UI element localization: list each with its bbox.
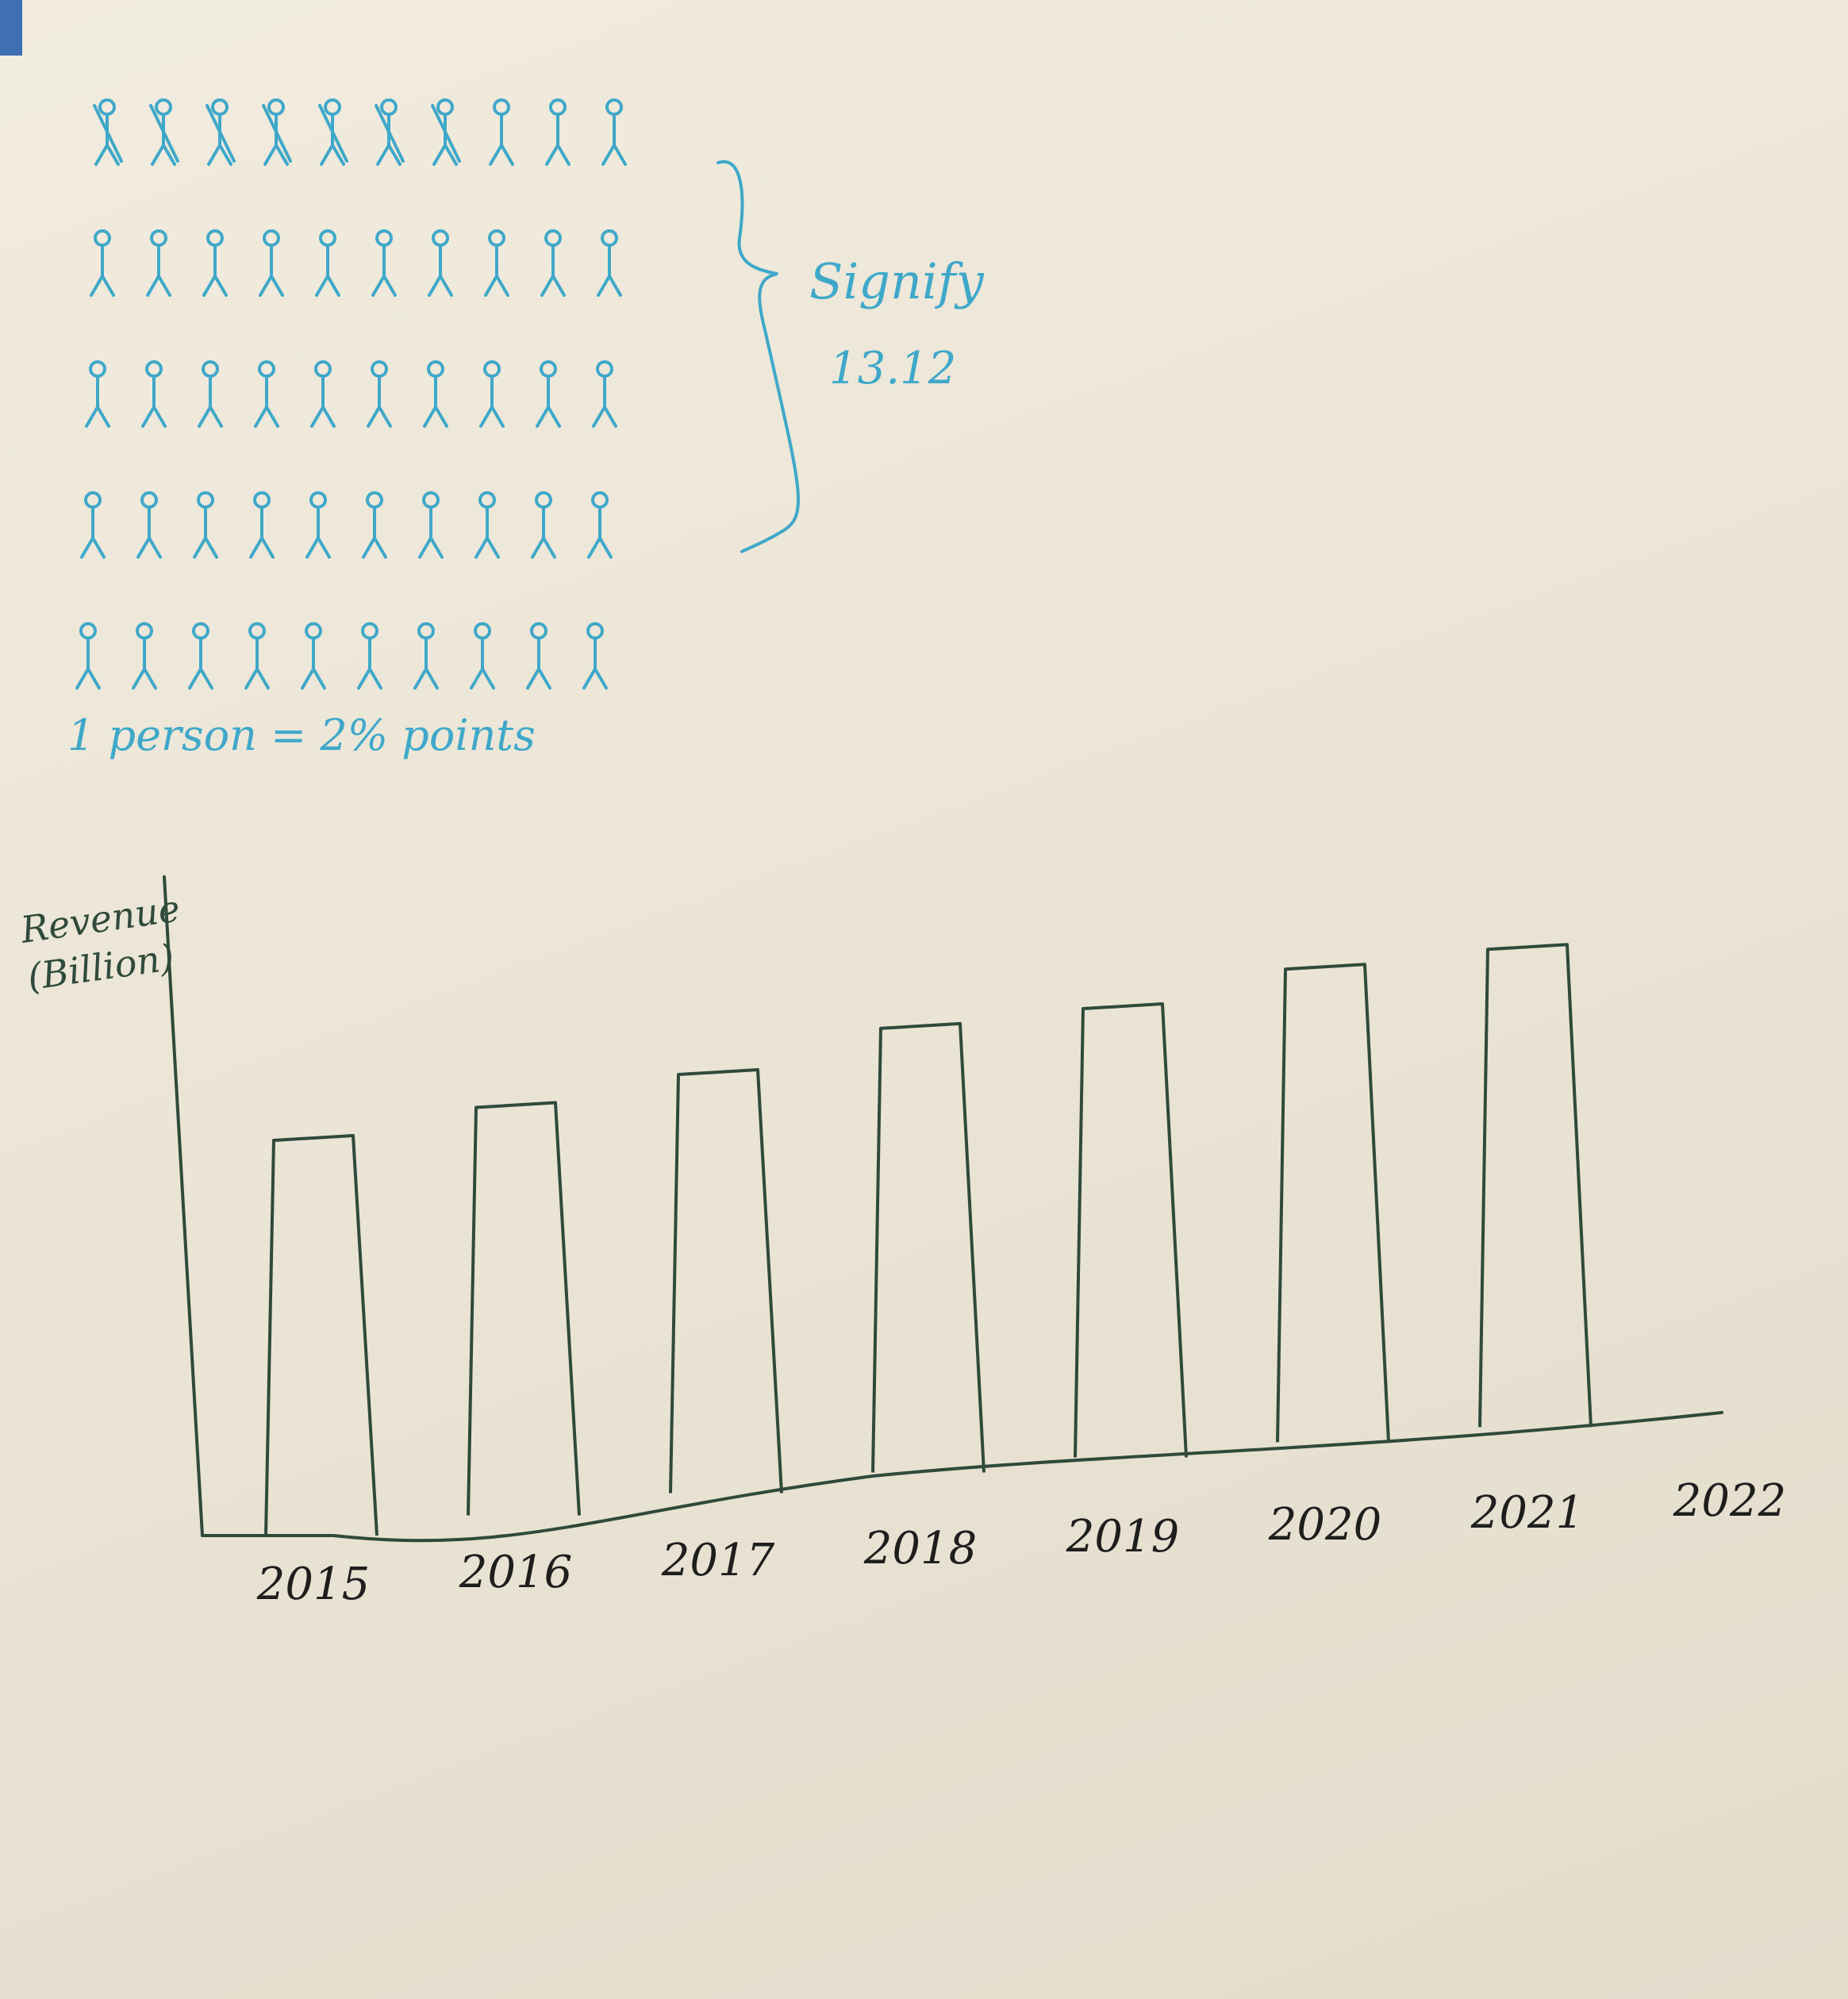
person-figure — [587, 491, 613, 559]
brace-value: 13.12 — [829, 343, 957, 394]
person-figure — [259, 229, 284, 297]
person-figure — [132, 622, 157, 690]
person-figure — [431, 98, 461, 166]
cross-mark — [149, 104, 179, 163]
x-tick-label: 2022 — [1673, 1475, 1787, 1527]
person-figure — [244, 622, 270, 690]
person-figure — [305, 491, 331, 559]
person-figure — [371, 229, 397, 297]
person-figure — [188, 622, 213, 690]
person-figure — [262, 98, 292, 166]
bar-2018 — [871, 1021, 985, 1473]
person-figure — [206, 98, 236, 166]
person-figure — [149, 98, 179, 166]
bars — [264, 943, 1593, 1536]
x-tick-label: 2018 — [863, 1523, 978, 1574]
person-figure — [526, 622, 551, 690]
bar-2020 — [1276, 963, 1390, 1443]
person-figure — [592, 360, 617, 428]
person-figure — [545, 98, 571, 166]
person-figure — [90, 229, 115, 297]
person-figure — [93, 98, 123, 166]
person-figure — [357, 622, 382, 690]
brace — [717, 160, 801, 553]
person-figure — [198, 360, 223, 428]
person-figure — [423, 360, 448, 428]
person-figure — [418, 491, 444, 559]
person-figure — [582, 622, 608, 690]
person-figure — [367, 360, 392, 428]
x-tick-label: 2021 — [1470, 1487, 1585, 1539]
person-figure — [75, 622, 101, 690]
person-figure — [597, 229, 622, 297]
bar-2016 — [467, 1101, 581, 1516]
person-figure — [428, 229, 453, 297]
bar-2015 — [264, 1134, 378, 1536]
x-tick-label: 2017 — [661, 1535, 775, 1586]
cross-mark — [93, 104, 123, 163]
person-figure — [254, 360, 279, 428]
bar-2017 — [669, 1068, 783, 1493]
person-figure — [489, 98, 514, 166]
x-tick-label: 2020 — [1268, 1499, 1382, 1551]
x-axis-line — [201, 1411, 1723, 1543]
pictogram — [75, 98, 801, 690]
x-tick-label: 2016 — [459, 1547, 573, 1598]
person-figure — [601, 98, 627, 166]
x-tick-labels: 2015 2016 2017 2018 2019 2020 2021 2022 — [256, 1475, 1787, 1610]
person-figure — [540, 229, 566, 297]
person-figure — [479, 360, 505, 428]
axes — [163, 875, 1723, 1543]
person-figure — [146, 229, 171, 297]
person-figure — [470, 622, 495, 690]
person-figure — [301, 622, 326, 690]
person-figure — [531, 491, 556, 559]
person-figure — [80, 491, 106, 559]
person-figure — [375, 98, 405, 166]
cross-mark — [375, 104, 405, 163]
cross-mark — [431, 104, 461, 163]
cross-mark — [318, 104, 348, 163]
cross-mark — [206, 104, 236, 163]
person-figure — [136, 491, 162, 559]
y-axis-line — [163, 875, 204, 1537]
bar-2019 — [1074, 1002, 1188, 1458]
person-figure — [362, 491, 387, 559]
figures-grid — [75, 98, 627, 690]
person-figure — [141, 360, 167, 428]
x-tick-label: 2019 — [1066, 1511, 1180, 1563]
person-figure — [413, 622, 439, 690]
person-figure — [202, 229, 228, 297]
person-figure — [85, 360, 110, 428]
person-figure — [536, 360, 561, 428]
person-figure — [484, 229, 509, 297]
pictogram-legend: 1 person = 2% points — [67, 710, 536, 760]
bar-2021 — [1478, 943, 1593, 1428]
cross-mark — [262, 104, 292, 163]
person-figure — [474, 491, 500, 559]
paper-edge — [0, 0, 22, 56]
person-figure — [249, 491, 275, 559]
person-figure — [318, 98, 348, 166]
x-tick-label: 2015 — [256, 1559, 371, 1610]
person-figure — [193, 491, 218, 559]
brace-label: Signify — [809, 252, 984, 310]
person-figure — [310, 360, 336, 428]
y-axis-label: Revenue (Billion) — [17, 886, 182, 999]
person-figure — [315, 229, 340, 297]
